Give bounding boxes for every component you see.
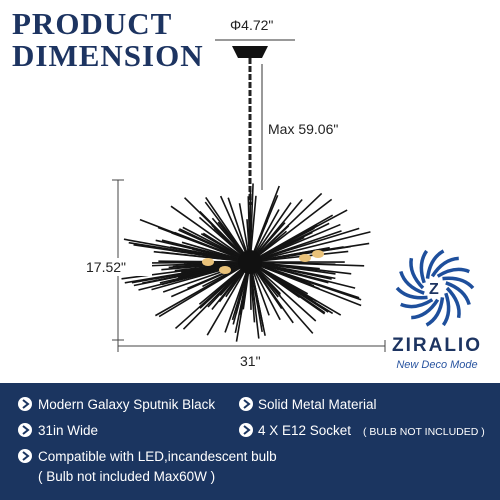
logo-blade: [441, 292, 451, 327]
rod: [249, 195, 279, 263]
logo-blade: [436, 267, 470, 278]
feature-text: Modern Galaxy Sputnik Black: [38, 397, 215, 412]
logo-blade: [419, 249, 429, 284]
rod: [162, 261, 251, 293]
rod: [155, 239, 251, 263]
bullet-icon: [18, 423, 32, 437]
feature-text: 4 X E12 Socket: [258, 423, 351, 438]
bullet-arrow: [243, 399, 251, 409]
bulb: [219, 266, 231, 274]
feature-text: ( Bulb not included Max60W ): [38, 469, 215, 484]
rod: [249, 192, 323, 263]
rod: [249, 231, 371, 263]
rod: [158, 261, 251, 318]
feature-text: 31in Wide: [38, 423, 98, 438]
logo-blade: [411, 298, 440, 320]
rod: [249, 261, 320, 290]
rod: [153, 250, 251, 263]
bulb: [299, 254, 311, 262]
fixture-top: [215, 39, 295, 205]
rod: [249, 202, 292, 263]
bullet-arrow: [22, 451, 30, 461]
rod: [249, 183, 254, 263]
bullet-icon: [239, 397, 253, 411]
feature-note: ( BULB NOT INCLUDED ): [363, 426, 485, 438]
logo-blade: [425, 249, 445, 279]
dimension-label: Φ4.72": [230, 17, 273, 33]
bullet-icon: [18, 449, 32, 463]
bullet-icons: [18, 397, 253, 463]
dimension-label: 31": [240, 353, 261, 369]
bullet-arrow: [22, 399, 30, 409]
rod: [174, 261, 251, 330]
logo-blade: [409, 257, 425, 290]
logo-blade: [395, 286, 428, 300]
hub: [238, 250, 262, 274]
rod: [249, 198, 303, 263]
rod: [249, 261, 313, 301]
feature-text: Compatible with LED,incandescent bulb: [38, 449, 277, 464]
rod: [249, 230, 342, 263]
sputnik-fixture: [121, 183, 371, 342]
title-line: PRODUCT: [12, 6, 172, 41]
logo-blade: [445, 286, 461, 319]
rod: [249, 261, 336, 275]
logo-letter: Z: [429, 281, 439, 298]
rod: [249, 261, 317, 322]
feature-text: Solid Metal Material: [258, 397, 377, 412]
rod: [157, 226, 251, 263]
rod: [205, 197, 251, 263]
rod: [249, 261, 294, 324]
dimension-label: 17.52": [86, 259, 126, 275]
brand-tagline: New Deco Mode: [396, 359, 477, 371]
logo-blade: [442, 276, 475, 290]
dimension-label: Max 59.06": [268, 121, 338, 137]
rod: [249, 227, 315, 263]
rod: [151, 261, 251, 291]
bullet-icon: [18, 397, 32, 411]
logo-blade: [399, 270, 425, 295]
bullet-icon: [239, 423, 253, 437]
brand-name: ZIRALIO: [392, 335, 482, 356]
logo-blade: [430, 256, 459, 278]
brand-logo: Z: [395, 249, 475, 327]
bulb: [202, 258, 214, 266]
title-line: DIMENSION: [12, 38, 204, 73]
bullet-arrow: [22, 425, 30, 435]
rod: [249, 242, 370, 263]
logo-blade: [445, 281, 471, 306]
bulb: [312, 250, 324, 258]
bullet-arrow: [243, 425, 251, 435]
rod: [249, 261, 331, 280]
label-bg: [84, 258, 152, 276]
rod: [206, 261, 251, 336]
logo-blade: [425, 297, 445, 327]
rod: [219, 195, 251, 263]
logo-blade: [400, 298, 434, 309]
rod: [170, 205, 251, 263]
